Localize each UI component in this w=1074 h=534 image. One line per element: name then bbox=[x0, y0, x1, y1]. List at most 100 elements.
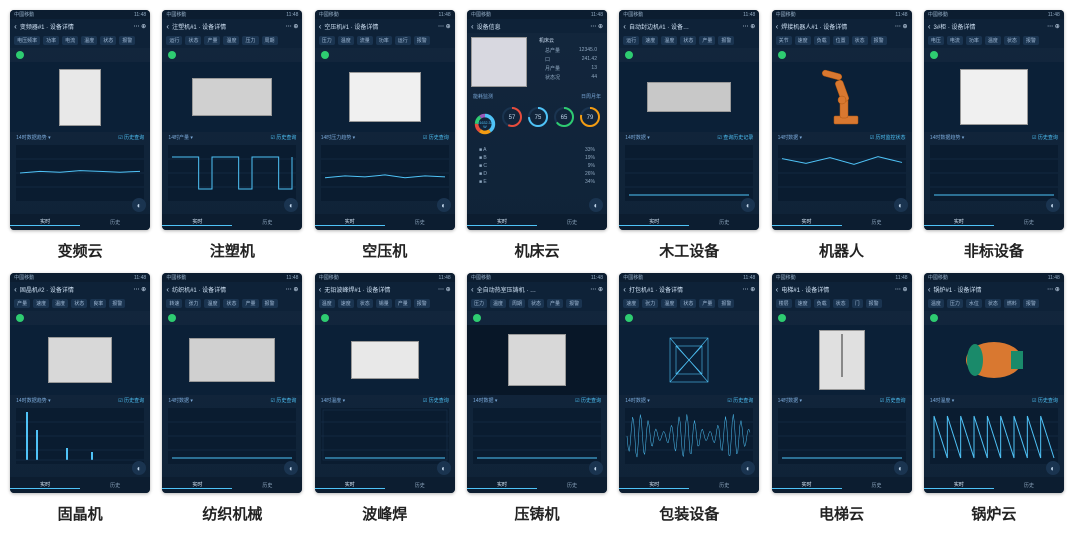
filter-tab[interactable]: 状态 bbox=[185, 36, 201, 45]
fab-button[interactable]: ◐ bbox=[894, 461, 908, 475]
filter-tab[interactable]: 关节 bbox=[776, 36, 792, 45]
filter-tab[interactable]: 压力 bbox=[242, 36, 258, 45]
filter-tab[interactable]: 速度 bbox=[623, 299, 639, 308]
bottom-tab-history[interactable]: 历史 bbox=[232, 482, 302, 489]
filter-tab[interactable]: 产量 bbox=[242, 299, 258, 308]
bottom-tab-realtime[interactable]: 实时 bbox=[924, 218, 994, 226]
more-icon[interactable]: ⋯ ⊕ bbox=[1047, 23, 1060, 30]
filter-tab[interactable]: 运行 bbox=[395, 36, 411, 45]
filter-tab[interactable]: 负载 bbox=[814, 36, 830, 45]
section-right-link[interactable]: ☑ 查询历史记录 bbox=[717, 134, 753, 141]
fab-button[interactable]: ◐ bbox=[589, 198, 603, 212]
filter-tab[interactable]: 电压 bbox=[928, 36, 944, 45]
more-icon[interactable]: ⋯ ⊕ bbox=[1047, 286, 1060, 293]
bottom-tab-history[interactable]: 历史 bbox=[232, 219, 302, 226]
filter-tab[interactable]: 功率 bbox=[966, 36, 982, 45]
filter-tab[interactable]: 良率 bbox=[90, 299, 106, 308]
fab-button[interactable]: ◐ bbox=[1046, 198, 1060, 212]
back-icon[interactable]: ‹ bbox=[928, 22, 931, 31]
filter-tab[interactable]: 产量 bbox=[14, 299, 30, 308]
filter-tab[interactable]: 压力 bbox=[947, 299, 963, 308]
bottom-tab-history[interactable]: 历史 bbox=[842, 219, 912, 226]
filter-tab[interactable]: 位置 bbox=[833, 36, 849, 45]
filter-tab[interactable]: 温度 bbox=[661, 299, 677, 308]
section-right-link[interactable]: ☑ 历史查询 bbox=[271, 134, 297, 141]
bottom-tab-realtime[interactable]: 实时 bbox=[162, 218, 232, 226]
back-icon[interactable]: ‹ bbox=[166, 285, 169, 294]
fab-button[interactable]: ◐ bbox=[741, 461, 755, 475]
filter-tab[interactable]: 锡量 bbox=[376, 299, 392, 308]
more-icon[interactable]: ⋯ ⊕ bbox=[133, 286, 146, 293]
section-right-link[interactable]: ☑ 历史查询 bbox=[727, 397, 753, 404]
filter-tab[interactable]: 报警 bbox=[718, 299, 734, 308]
section-right-link[interactable]: ☑ 历史查询 bbox=[118, 134, 144, 141]
filter-tab[interactable]: 产量 bbox=[395, 299, 411, 308]
bottom-tab-history[interactable]: 历史 bbox=[994, 482, 1064, 489]
more-icon[interactable]: ⋯ ⊕ bbox=[743, 23, 756, 30]
bottom-tab-history[interactable]: 历史 bbox=[537, 482, 607, 489]
filter-tab[interactable]: 速度 bbox=[338, 299, 354, 308]
filter-tab[interactable]: 温度 bbox=[204, 299, 220, 308]
fab-button[interactable]: ◐ bbox=[284, 198, 298, 212]
fab-button[interactable]: ◐ bbox=[894, 198, 908, 212]
filter-tab[interactable]: 状态 bbox=[680, 36, 696, 45]
back-icon[interactable]: ‹ bbox=[623, 22, 626, 31]
filter-tab[interactable]: 楼层 bbox=[776, 299, 792, 308]
filter-tab[interactable]: 运行 bbox=[166, 36, 182, 45]
filter-tab[interactable]: 报警 bbox=[718, 36, 734, 45]
filter-tab[interactable]: 流量 bbox=[357, 36, 373, 45]
filter-tab[interactable]: 周期 bbox=[509, 299, 525, 308]
filter-tab[interactable]: 报警 bbox=[262, 299, 278, 308]
back-icon[interactable]: ‹ bbox=[776, 22, 779, 31]
more-icon[interactable]: ⋯ ⊕ bbox=[590, 286, 603, 293]
filter-tab[interactable]: 报警 bbox=[109, 299, 125, 308]
filter-tab[interactable]: 报警 bbox=[1023, 36, 1039, 45]
bottom-tab-history[interactable]: 历史 bbox=[385, 219, 455, 226]
filter-tab[interactable]: 转速 bbox=[166, 299, 182, 308]
filter-tab[interactable]: 产量 bbox=[699, 299, 715, 308]
filter-tab[interactable]: 状态 bbox=[528, 299, 544, 308]
section-right-link[interactable]: ☑ 历史查询 bbox=[271, 397, 297, 404]
bottom-tab-history[interactable]: 历史 bbox=[385, 482, 455, 489]
bottom-tab-history[interactable]: 历史 bbox=[689, 219, 759, 226]
bottom-tab-history[interactable]: 历史 bbox=[994, 219, 1064, 226]
back-icon[interactable]: ‹ bbox=[14, 22, 17, 31]
back-icon[interactable]: ‹ bbox=[471, 22, 474, 31]
more-icon[interactable]: ⋯ ⊕ bbox=[286, 286, 299, 293]
filter-tab[interactable]: 产量 bbox=[204, 36, 220, 45]
filter-tab[interactable]: 报警 bbox=[1023, 299, 1039, 308]
filter-tab[interactable]: 水位 bbox=[966, 299, 982, 308]
bottom-tab-realtime[interactable]: 实时 bbox=[467, 481, 537, 489]
bottom-tab-realtime[interactable]: 实时 bbox=[924, 481, 994, 489]
filter-tab[interactable]: 状态 bbox=[1004, 36, 1020, 45]
filter-tab[interactable]: 运行 bbox=[623, 36, 639, 45]
filter-tab[interactable]: 温度 bbox=[52, 299, 68, 308]
bottom-tab-realtime[interactable]: 实时 bbox=[10, 218, 80, 226]
filter-tab[interactable]: 负载 bbox=[814, 299, 830, 308]
filter-tab[interactable]: 报警 bbox=[866, 299, 882, 308]
more-icon[interactable]: ⋯ ⊕ bbox=[895, 23, 908, 30]
filter-tab[interactable]: 周期 bbox=[262, 36, 278, 45]
more-icon[interactable]: ⋯ ⊕ bbox=[743, 286, 756, 293]
filter-tab[interactable]: 状态 bbox=[223, 299, 239, 308]
filter-tab[interactable]: 报警 bbox=[414, 36, 430, 45]
back-icon[interactable]: ‹ bbox=[623, 285, 626, 294]
section-right-link[interactable]: ☑ 历时监控状态 bbox=[870, 134, 906, 141]
filter-tab[interactable]: 报警 bbox=[414, 299, 430, 308]
filter-tab[interactable]: 状态 bbox=[985, 299, 1001, 308]
filter-tab[interactable]: 温度 bbox=[338, 36, 354, 45]
bottom-tab-realtime[interactable]: 实时 bbox=[772, 481, 842, 489]
back-icon[interactable]: ‹ bbox=[14, 285, 17, 294]
filter-tab[interactable]: 温度 bbox=[490, 299, 506, 308]
filter-tab[interactable]: 速度 bbox=[33, 299, 49, 308]
bottom-tab-history[interactable]: 历史 bbox=[537, 219, 607, 226]
section-right-link[interactable]: ☑ 历史查询 bbox=[1032, 134, 1058, 141]
filter-tab[interactable]: 燃料 bbox=[1004, 299, 1020, 308]
bottom-tab-realtime[interactable]: 实时 bbox=[619, 481, 689, 489]
filter-tab[interactable]: 电流 bbox=[947, 36, 963, 45]
section-right-link[interactable]: ☑ 历史查询 bbox=[118, 397, 144, 404]
more-icon[interactable]: ⋯ ⊕ bbox=[286, 23, 299, 30]
bottom-tab-realtime[interactable]: 实时 bbox=[315, 481, 385, 489]
filter-tab[interactable]: 状态 bbox=[357, 299, 373, 308]
more-icon[interactable]: ⋯ ⊕ bbox=[438, 286, 451, 293]
